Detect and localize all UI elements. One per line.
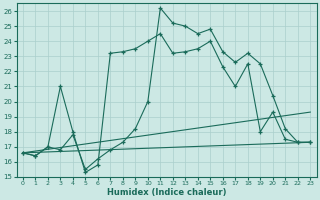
X-axis label: Humidex (Indice chaleur): Humidex (Indice chaleur) (107, 188, 226, 197)
